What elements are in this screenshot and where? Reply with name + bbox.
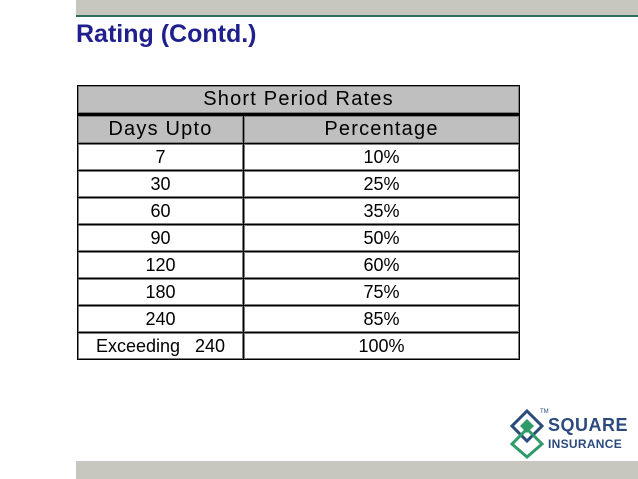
table-row: 90 50% [77,224,521,252]
days-cell: 240 [77,305,244,333]
square-insurance-logo: TM SQUARE INSURANCE [510,409,628,459]
percentage-cell: 35% [242,197,521,225]
days-cell: 60 [77,197,244,225]
days-cell: 7 [77,143,244,171]
percentage-cell: 50% [242,224,521,252]
days-cell: Exceeding 240 [77,332,244,360]
table-row: 7 10% [77,143,521,171]
column-header-percentage: Percentage [242,114,521,144]
table-row: 240 85% [77,305,521,333]
slide-title: Rating (Contd.) [76,20,257,48]
percentage-cell: 75% [242,278,521,306]
table-row: 120 60% [77,251,521,279]
table-header-row: Days Upto Percentage [77,114,521,144]
days-cell: 90 [77,224,244,252]
percentage-cell: 25% [242,170,521,198]
table-caption: Short Period Rates [76,85,521,116]
percentage-cell: 100% [242,332,521,360]
percentage-cell: 60% [242,251,521,279]
logo-diamond-icon [510,409,544,459]
logo-trademark: TM [540,409,549,415]
table-row: 60 35% [77,197,521,225]
table-row: Exceeding 240 100% [77,332,521,360]
days-cell: 30 [77,170,244,198]
logo-text-insurance: INSURANCE [548,437,623,451]
table-caption-row: Short Period Rates [76,85,521,116]
column-header-days: Days Upto [77,114,244,144]
bottom-decor-bar [76,461,638,479]
top-decor-bar [76,0,638,17]
days-cell: 120 [77,251,244,279]
table-row: 30 25% [77,170,521,198]
percentage-cell: 10% [242,143,521,171]
short-period-rates-table: Short Period Rates Days Upto Percentage … [76,85,521,360]
percentage-cell: 85% [242,305,521,333]
table-row: 180 75% [77,278,521,306]
logo-text-square: SQUARE [548,415,629,435]
days-cell: 180 [77,278,244,306]
